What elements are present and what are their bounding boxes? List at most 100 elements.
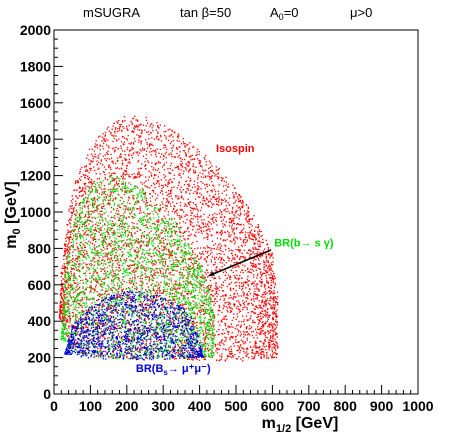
data-point [120,156,122,158]
data-point [243,292,245,294]
data-point [263,343,265,345]
data-point [171,349,173,351]
data-point [155,262,157,264]
data-point [157,168,160,170]
data-point [228,212,231,214]
data-point [106,152,108,154]
data-point [267,260,269,262]
data-point [118,248,120,250]
data-point [233,257,235,259]
data-point [246,278,248,280]
data-point [182,332,185,334]
data-point [145,297,148,299]
data-point [70,273,73,275]
data-point [231,231,234,233]
data-point [213,216,215,218]
data-point [246,307,248,309]
data-point [183,333,185,335]
data-point [223,298,226,300]
data-point [259,346,261,348]
data-point [75,200,77,202]
data-point [132,277,134,279]
data-point [202,253,205,256]
data-point [227,230,229,232]
data-point [180,341,182,343]
data-point [146,215,148,217]
data-point [173,274,175,276]
data-point [214,345,217,347]
data-point [202,333,205,335]
data-point [125,207,127,209]
data-point [153,263,155,265]
data-point [186,355,188,357]
data-point [144,129,146,131]
data-point [123,280,125,283]
data-point [67,244,69,246]
data-point [115,340,117,342]
data-point [64,250,66,252]
data-point [200,229,202,232]
data-point [214,298,217,300]
data-point [202,223,204,226]
data-point [178,288,181,290]
data-point [72,346,75,348]
data-point [169,254,171,256]
data-point [216,203,218,205]
data-point [187,187,189,190]
data-point [253,311,255,314]
data-point [141,183,144,185]
data-point [240,321,243,323]
data-point [198,225,200,227]
data-point [243,214,246,216]
data-point [137,327,139,329]
data-point [137,168,139,170]
data-point [204,338,206,340]
data-point [141,130,143,132]
data-point [263,266,266,268]
data-point [139,277,141,279]
data-point [159,148,161,151]
data-point [124,211,126,213]
data-point [137,129,139,131]
data-point [253,248,255,250]
data-point [244,258,246,260]
data-point [88,216,91,218]
data-point [210,318,212,320]
data-point [140,143,142,145]
data-point [79,293,81,295]
data-point [187,151,190,153]
data-point [233,275,235,277]
data-point [192,250,194,252]
data-point [260,318,262,320]
data-point [266,272,268,274]
data-point [128,175,130,178]
data-point [248,237,251,239]
data-point [147,213,149,215]
data-point [143,291,146,294]
data-point [154,271,156,274]
data-point [199,330,201,332]
data-point [252,265,254,267]
data-point [214,212,216,215]
data-point [270,272,272,274]
data-point [217,347,219,350]
data-point [183,307,185,310]
data-point [262,316,264,318]
data-point [172,351,174,353]
data-point [65,240,67,242]
data-point [81,223,84,226]
data-point [132,217,134,219]
data-point [115,178,117,180]
data-point [244,342,247,344]
data-point [95,319,97,321]
data-point [227,274,230,276]
data-point [68,208,70,210]
data-point [201,305,203,307]
data-point [178,297,180,299]
data-point [75,181,77,183]
data-point [150,255,152,257]
data-point [233,345,235,347]
data-point [110,206,113,209]
data-point [237,198,240,200]
data-point [258,240,260,242]
